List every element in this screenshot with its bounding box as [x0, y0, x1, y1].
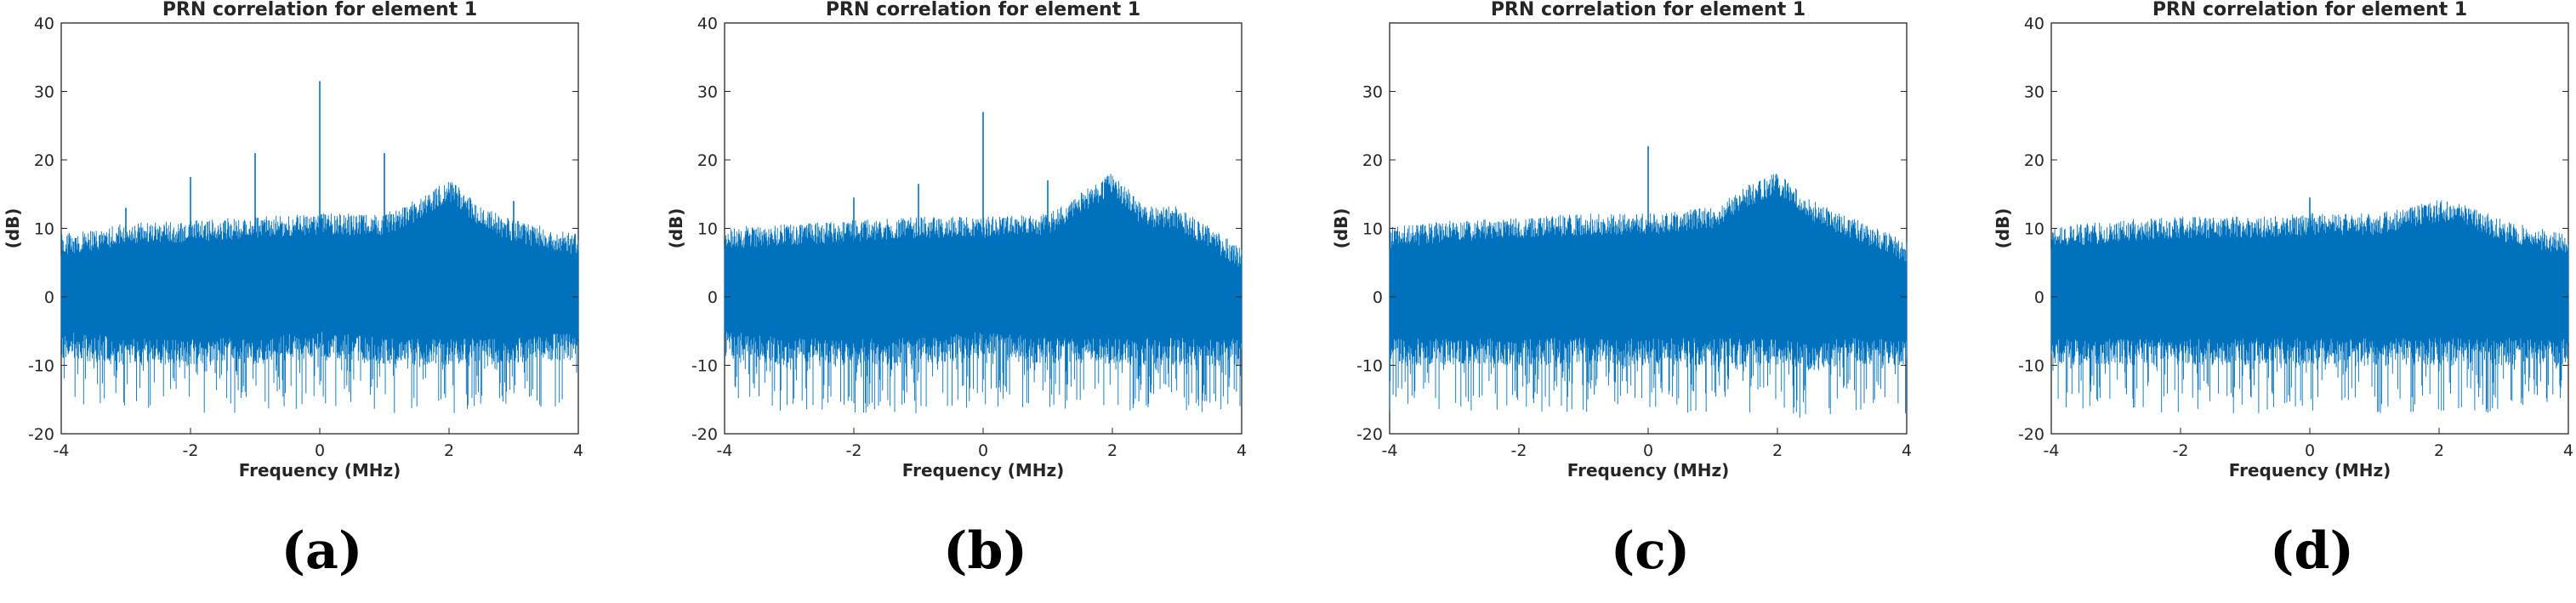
chart-d-ytick-label-3: 10 [2024, 220, 2044, 239]
chart-c-xtick-label-3: 2 [1772, 441, 1783, 460]
chart-a-xlabel: Frequency (MHz) [239, 460, 401, 481]
chart-d-title: PRN correlation for element 1 [2152, 0, 2467, 20]
chart-c-ytick-label-3: 10 [1362, 220, 1383, 239]
chart-b-ytick-label-6: 40 [697, 14, 718, 33]
chart-a-ylabel: (dB) [3, 208, 23, 249]
panel-a: PRN correlation for element 1 -20 -10 0 10 20… [0, 0, 644, 603]
chart-c-ylabel: (dB) [1331, 208, 1351, 249]
chart-d-xtick-label-2: 0 [2305, 441, 2315, 460]
chart-b-xtick-label-3: 2 [1107, 441, 1117, 460]
panel-d: PRN correlation for element 1 -20 -10 0 10 20… [1990, 0, 2576, 603]
chart-d-xtick-label-1: -2 [2173, 441, 2189, 460]
chart-a-ytick-label-0: -20 [28, 425, 54, 444]
chart-c-ytick-label-1: -10 [1356, 357, 1383, 376]
chart-c-series [1389, 145, 1908, 418]
chart-d-xlabel: Frequency (MHz) [2229, 460, 2391, 481]
chart-b-title: PRN correlation for element 1 [826, 0, 1140, 20]
chart-d-xtick-label-4: 4 [2563, 441, 2573, 460]
chart-c-xtick-label-2: 0 [1643, 441, 1653, 460]
chart-a-ytick-label-3: 10 [34, 220, 54, 239]
chart-b-xtick-label-1: -2 [846, 441, 862, 460]
chart-d-ytick-label-0: -20 [2018, 425, 2044, 444]
chart-d-ylabel: (dB) [1993, 208, 2013, 249]
chart-b-series [724, 111, 1243, 413]
panel-c: PRN correlation for element 1 -20 -10 0 10 20… [1328, 0, 1972, 603]
chart-c-ytick-label-5: 30 [1362, 83, 1383, 102]
caption-c: (c) [1610, 521, 1691, 581]
chart-a-series [60, 81, 579, 413]
panel-b: PRN correlation for element 1 -20 -10 0 10 20… [663, 0, 1307, 603]
chart-c-title: PRN correlation for element 1 [1491, 0, 1805, 20]
chart-a-svg: PRN correlation for element 1-20-1001020… [3, 0, 583, 481]
chart-d-ytick-label-4: 20 [2024, 151, 2044, 170]
chart-a-ytick-label-1: -10 [28, 357, 54, 376]
chart-b-ylabel: (dB) [666, 208, 686, 249]
chart-a-title: PRN correlation for element 1 [162, 0, 477, 20]
chart-a-xtick-label-1: -2 [183, 441, 199, 460]
chart-c-series-band [1390, 197, 1907, 341]
chart-c-xtick-label-1: -2 [1511, 441, 1527, 460]
chart-d-xtick-label-0: -4 [2044, 441, 2060, 460]
chart-a-series-band [61, 204, 578, 335]
chart-d-ytick-label-2: 0 [2034, 288, 2044, 307]
chart-d-series-band [2051, 225, 2568, 335]
chart-d-ytick-label-6: 40 [2024, 14, 2044, 33]
chart-a-ytick-label-2: 0 [44, 288, 54, 307]
caption-d: (d) [2270, 521, 2354, 581]
chart-a-ytick-label-4: 20 [34, 151, 54, 170]
chart-b-ytick-label-5: 30 [697, 83, 718, 102]
chart-d-series [2050, 197, 2569, 413]
chart-c-xtick-label-4: 4 [1902, 441, 1912, 460]
chart-b-ytick-label-4: 20 [697, 151, 718, 170]
chart-d-svg: PRN correlation for element 1-20-1001020… [1993, 0, 2573, 481]
chart-d-ytick-label-1: -10 [2018, 357, 2044, 376]
chart-a-ytick-label-6: 40 [34, 14, 54, 33]
chart-b-svg: PRN correlation for element 1-20-1001020… [666, 0, 1247, 481]
chart-b-xlabel: Frequency (MHz) [902, 460, 1065, 481]
chart-b-ytick-label-3: 10 [697, 220, 718, 239]
chart-c-svg: PRN correlation for element 1-20-1001020… [1331, 0, 1912, 481]
caption-a: (a) [281, 521, 363, 581]
caption-b: (b) [943, 521, 1027, 581]
chart-c-ytick-label-2: 0 [1373, 288, 1383, 307]
chart-b-xtick-label-0: -4 [717, 441, 733, 460]
chart-d-ytick-label-5: 30 [2024, 83, 2044, 102]
chart-c-ytick-label-4: 20 [1362, 151, 1383, 170]
chart-b-xtick-label-2: 0 [978, 441, 988, 460]
chart-a-xtick-label-4: 4 [573, 441, 583, 460]
chart-a-xtick-label-0: -4 [54, 441, 70, 460]
chart-b-ytick-label-0: -20 [691, 425, 718, 444]
chart-c-xtick-label-0: -4 [1382, 441, 1398, 460]
chart-b-xtick-label-4: 4 [1237, 441, 1247, 460]
chart-b-ytick-label-2: 0 [708, 288, 718, 307]
chart-a-xtick-label-3: 2 [444, 441, 454, 460]
chart-c-xlabel: Frequency (MHz) [1567, 460, 1730, 481]
chart-b-ytick-label-1: -10 [691, 357, 718, 376]
chart-a-xtick-label-2: 0 [315, 441, 325, 460]
chart-c-ytick-label-0: -20 [1356, 425, 1383, 444]
chart-b-series-band [725, 197, 1242, 335]
chart-a-ytick-label-5: 30 [34, 83, 54, 102]
chart-d-xtick-label-3: 2 [2434, 441, 2444, 460]
